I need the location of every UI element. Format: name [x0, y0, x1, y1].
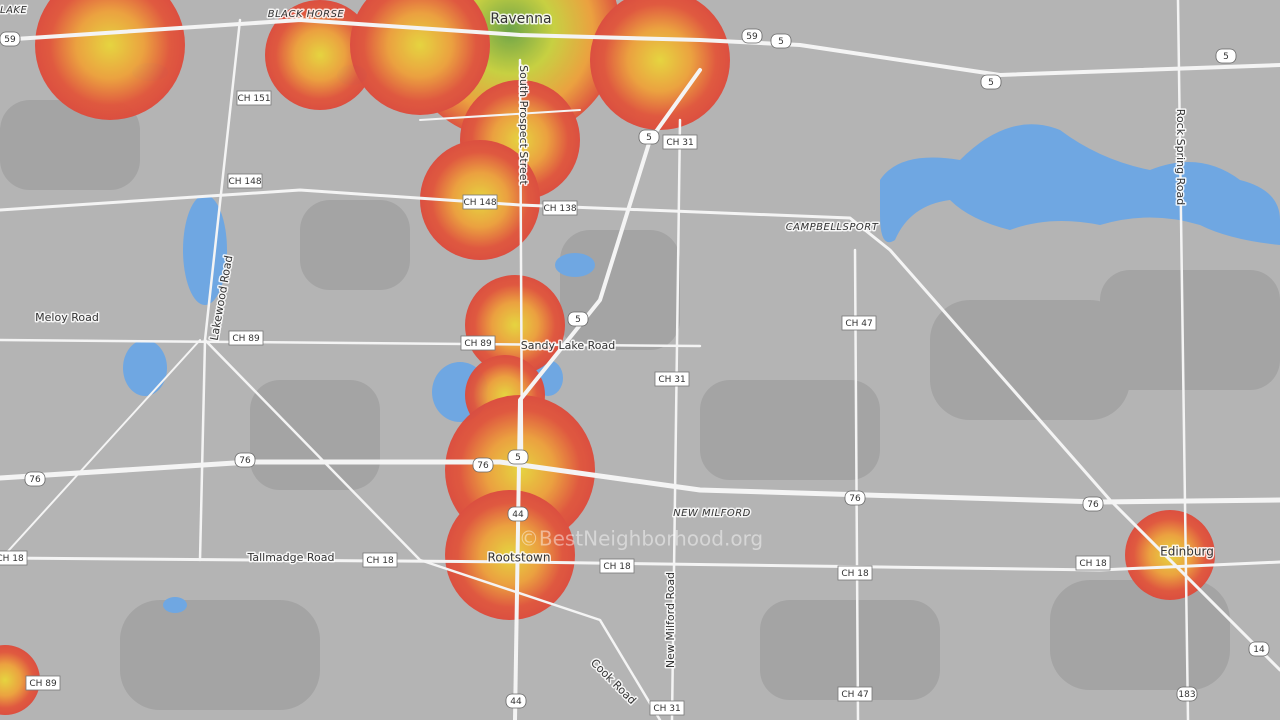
route-shield [24, 471, 46, 487]
county-road-box [1075, 555, 1111, 571]
county-road-label: CH 18 [1079, 559, 1107, 569]
route-shield [505, 693, 527, 709]
route-shield [1082, 496, 1104, 512]
route-shield-label: 76 [239, 456, 251, 466]
county-road-label: CH 89 [464, 339, 492, 349]
road-label: Tallmadge Road [246, 551, 334, 564]
county-road-box [236, 90, 272, 106]
route-shield [1215, 48, 1237, 64]
county-road-label: CH 18 [841, 569, 869, 579]
county-road-box [25, 675, 61, 691]
county-road-box [837, 686, 873, 702]
county-road-box [362, 552, 398, 568]
county-road-box [841, 315, 877, 331]
route-shield-label: 14 [1253, 645, 1265, 655]
county-road-label: CH 138 [543, 204, 576, 214]
route-shield [507, 506, 529, 522]
county-road-label: CH 151 [237, 94, 270, 104]
route-shield-label: 44 [510, 697, 522, 707]
road-label: South Prospect Street [517, 65, 530, 185]
county-road-box [542, 200, 578, 216]
county-road-label: CH 31 [666, 138, 693, 148]
route-shield-label: 44 [512, 510, 524, 520]
route-shield [567, 311, 589, 327]
county-road-label: CH 18 [366, 556, 394, 566]
route-shield [770, 33, 792, 49]
place-label: CAMPBELLSPORT [786, 222, 879, 233]
route-shield-label: 59 [746, 32, 758, 42]
place-label: Rootstown [488, 551, 551, 565]
watermark: ©BestNeighborhood.org [519, 527, 763, 551]
place-label: BLACK HORSE [268, 9, 345, 20]
route-shield-label: 5 [515, 453, 521, 463]
route-shield [234, 452, 256, 468]
county-road-label: CH 47 [841, 690, 868, 700]
place-label: LAKE [0, 5, 27, 16]
route-shield-label: 76 [849, 494, 861, 504]
route-shield [507, 449, 529, 465]
route-shield [1248, 641, 1270, 657]
route-shield-label: 183 [1178, 690, 1195, 700]
heat-map [0, 0, 1215, 715]
county-road-label: CH 18 [0, 554, 24, 564]
county-road-box [462, 194, 498, 210]
county-road-label: CH 148 [463, 198, 496, 208]
county-road-box [649, 700, 685, 716]
route-shield-label: 5 [575, 315, 581, 325]
route-shield [844, 490, 866, 506]
road-label: New Milford Road [664, 572, 677, 668]
road-label: Meloy Road [35, 311, 99, 324]
route-shield-label: 5 [1223, 52, 1229, 62]
county-road-label: CH 47 [845, 319, 872, 329]
county-road-box [227, 173, 263, 189]
county-road-label: CH 89 [232, 334, 260, 344]
place-label: Edinburg [1160, 545, 1214, 559]
road-label: Cook Road [588, 656, 639, 707]
route-shield [472, 457, 494, 473]
county-road-label: CH 89 [29, 679, 57, 689]
county-road-box [599, 558, 635, 574]
route-shield-label: 76 [29, 475, 41, 485]
county-road-label: CH 31 [658, 375, 685, 385]
county-road-label: CH 148 [228, 177, 261, 187]
road-label: Rock Spring Road [1174, 109, 1187, 205]
county-road-box [228, 330, 264, 346]
labels: LAKE BLACK HORSE Ravenna CAMPBELLSPORT NEW M… [0, 4, 1270, 716]
route-shield-label: 5 [646, 133, 652, 143]
place-label: Ravenna [490, 11, 551, 27]
county-road-box [662, 134, 698, 150]
road-label: Sandy Lake Road [521, 339, 615, 352]
county-road-box [654, 371, 690, 387]
route-shield [980, 74, 1002, 90]
route-shield-label: 76 [1087, 500, 1099, 510]
county-road-label: CH 18 [603, 562, 631, 572]
route-shield [741, 28, 763, 44]
urban-areas [0, 100, 1280, 710]
county-road-label: CH 31 [653, 704, 680, 714]
route-shield-label: 59 [4, 35, 16, 45]
route-shield-label: 5 [778, 37, 784, 47]
route-shield-label: 5 [988, 78, 994, 88]
route-shield-label: 76 [477, 461, 489, 471]
route-shield [1176, 686, 1198, 702]
route-shield [638, 129, 660, 145]
county-road-box [837, 565, 873, 581]
route-shield [0, 31, 21, 47]
county-road-box [0, 550, 28, 566]
place-label: NEW MILFORD [673, 508, 751, 519]
county-road-box [460, 335, 496, 351]
